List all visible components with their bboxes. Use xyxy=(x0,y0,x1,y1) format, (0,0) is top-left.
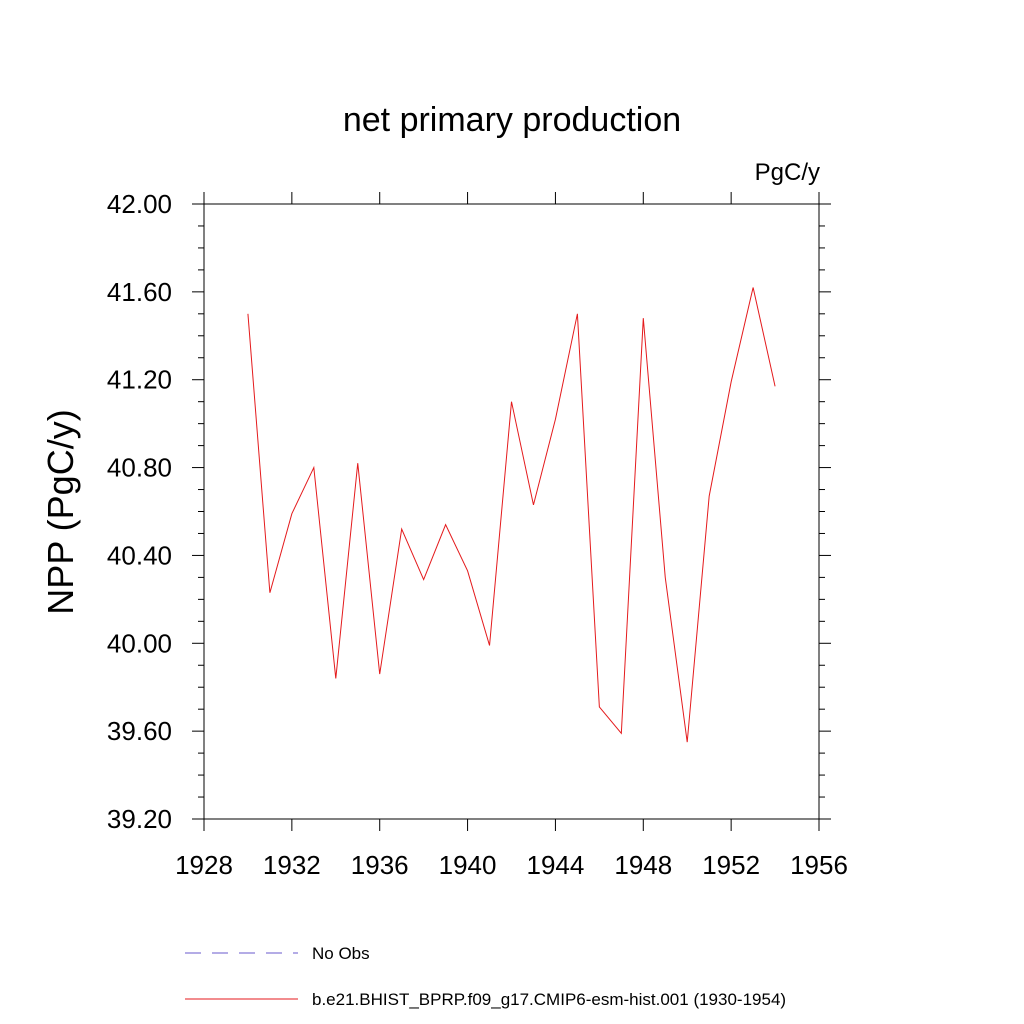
y-axis-label: NPP (PgC/y) xyxy=(40,409,81,614)
x-tick-label: 1932 xyxy=(263,850,321,880)
y-tick-label: 41.60 xyxy=(107,277,172,307)
x-tick-label: 1952 xyxy=(702,850,760,880)
x-tick-label: 1928 xyxy=(175,850,233,880)
y-tick-label: 39.60 xyxy=(107,716,172,746)
y-tick-label: 40.40 xyxy=(107,540,172,570)
series-layer xyxy=(247,287,776,743)
legend-label: No Obs xyxy=(312,944,370,963)
y-tick-label: 39.20 xyxy=(107,804,172,834)
y-tick-label: 42.00 xyxy=(107,189,172,219)
x-tick-label: 1944 xyxy=(527,850,585,880)
y-tick-label: 40.00 xyxy=(107,628,172,658)
y-tick-label: 41.20 xyxy=(107,365,172,395)
x-axis-ticks: 1928 1932 1936 1940 1944 1948 1952 1956 xyxy=(175,192,848,880)
x-tick-label: 1948 xyxy=(614,850,672,880)
y-axis-ticks: 39.20 39.60 40.00 40.40 40.80 41.20 41.60 42.00 xyxy=(107,189,831,834)
chart-title: net primary production xyxy=(343,101,681,139)
x-tick-label: 1940 xyxy=(439,850,497,880)
legend-label: b.e21.BHIST_BPRP.f09_g17.CMIP6-esm-hist.… xyxy=(312,990,786,1009)
x-tick-label: 1956 xyxy=(790,850,848,880)
legend: No Obs b.e21.BHIST_BPRP.f09_g17.CMIP6-esm… xyxy=(185,944,786,1009)
plot-frame xyxy=(203,203,820,820)
y-tick-label: 40.80 xyxy=(107,453,172,483)
x-tick-label: 1936 xyxy=(351,850,409,880)
units-label: PgC/y xyxy=(755,159,820,186)
series-line xyxy=(247,287,776,743)
